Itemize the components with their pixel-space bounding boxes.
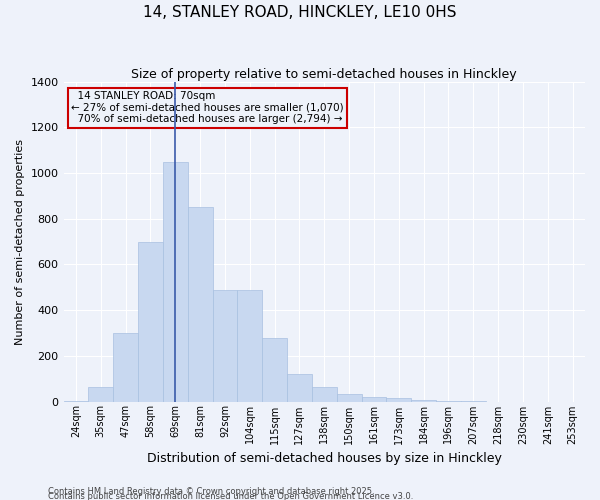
Bar <box>386 398 411 402</box>
Bar <box>64 401 88 402</box>
Bar <box>362 397 386 402</box>
Text: Contains public sector information licensed under the Open Government Licence v3: Contains public sector information licen… <box>48 492 413 500</box>
Bar <box>411 400 436 402</box>
Bar <box>113 333 138 402</box>
Y-axis label: Number of semi-detached properties: Number of semi-detached properties <box>15 138 25 344</box>
Text: 14 STANLEY ROAD: 70sqm
← 27% of semi-detached houses are smaller (1,070)
  70% o: 14 STANLEY ROAD: 70sqm ← 27% of semi-det… <box>71 92 344 124</box>
Text: 14, STANLEY ROAD, HINCKLEY, LE10 0HS: 14, STANLEY ROAD, HINCKLEY, LE10 0HS <box>143 5 457 20</box>
Bar <box>138 242 163 402</box>
Bar <box>436 401 461 402</box>
Bar <box>238 290 262 402</box>
Bar <box>337 394 362 402</box>
Bar <box>262 338 287 402</box>
Bar <box>287 374 312 402</box>
Bar <box>88 386 113 402</box>
Bar <box>163 162 188 402</box>
X-axis label: Distribution of semi-detached houses by size in Hinckley: Distribution of semi-detached houses by … <box>147 452 502 465</box>
Bar <box>188 208 212 402</box>
Bar <box>212 290 238 402</box>
Title: Size of property relative to semi-detached houses in Hinckley: Size of property relative to semi-detach… <box>131 68 517 80</box>
Bar <box>312 386 337 402</box>
Text: Contains HM Land Registry data © Crown copyright and database right 2025.: Contains HM Land Registry data © Crown c… <box>48 486 374 496</box>
